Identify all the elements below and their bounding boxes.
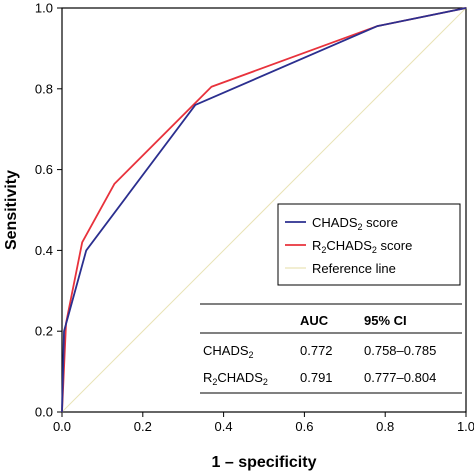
legend-box bbox=[277, 203, 461, 286]
table-row-label: R2CHADS2 bbox=[203, 370, 268, 387]
x-tick-label: 0.4 bbox=[215, 419, 233, 434]
table-ci-value: 0.758–0.785 bbox=[364, 343, 436, 358]
x-tick-label: 1.0 bbox=[457, 419, 474, 434]
table-row-label: CHADS2 bbox=[203, 343, 254, 360]
x-tick-label: 0.2 bbox=[134, 419, 152, 434]
x-tick-label: 0.6 bbox=[295, 419, 313, 434]
series-layer bbox=[61, 7, 467, 413]
y-tick-label: 0.4 bbox=[35, 243, 53, 258]
y-tick-label: 0.0 bbox=[35, 405, 53, 420]
x-tick-label: 0.8 bbox=[376, 419, 394, 434]
table-header-cell: 95% CI bbox=[364, 313, 407, 328]
legend-item-chads2-label: CHADS2 score bbox=[312, 215, 398, 232]
auc-table: AUC 95% CI CHADS2 0.772 0.758–0.785 R2CHADS2 0… bbox=[200, 303, 462, 394]
x-tick-label: 0.0 bbox=[53, 419, 71, 434]
legend-item-r2chads2-label: R2CHADS2 score bbox=[312, 238, 412, 255]
y-axis: 0.0 0.2 0.4 0.6 0.8 1.0 bbox=[35, 1, 62, 420]
y-tick-label: 1.0 bbox=[35, 1, 53, 16]
y-tick-label: 0.8 bbox=[35, 81, 53, 96]
plot-frame bbox=[61, 7, 467, 413]
series-line-reference bbox=[61, 7, 467, 413]
y-tick-label: 0.2 bbox=[35, 324, 53, 339]
legend-item-reference-label: Reference line bbox=[312, 261, 396, 276]
x-axis-title: 1 – specificity bbox=[212, 454, 317, 471]
table-header-cell: AUC bbox=[300, 313, 329, 328]
table-auc-value: 0.772 bbox=[300, 343, 333, 358]
x-axis: 0.0 0.2 0.4 0.6 0.8 1.0 bbox=[53, 412, 474, 434]
table-ci-value: 0.777–0.804 bbox=[364, 370, 436, 385]
table-auc-value: 0.791 bbox=[300, 370, 333, 385]
series-line-chads2 bbox=[61, 7, 467, 413]
legend: CHADS2 score R2CHADS2 score Reference line bbox=[277, 203, 461, 286]
y-axis-title: Sensitivity bbox=[3, 170, 20, 250]
y-tick-label: 0.6 bbox=[35, 162, 53, 177]
